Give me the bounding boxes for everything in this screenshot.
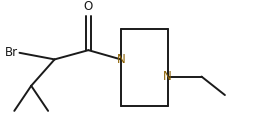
Text: Br: Br xyxy=(5,46,18,59)
Text: N: N xyxy=(116,53,125,66)
Text: N: N xyxy=(163,70,172,83)
Text: O: O xyxy=(84,0,93,13)
